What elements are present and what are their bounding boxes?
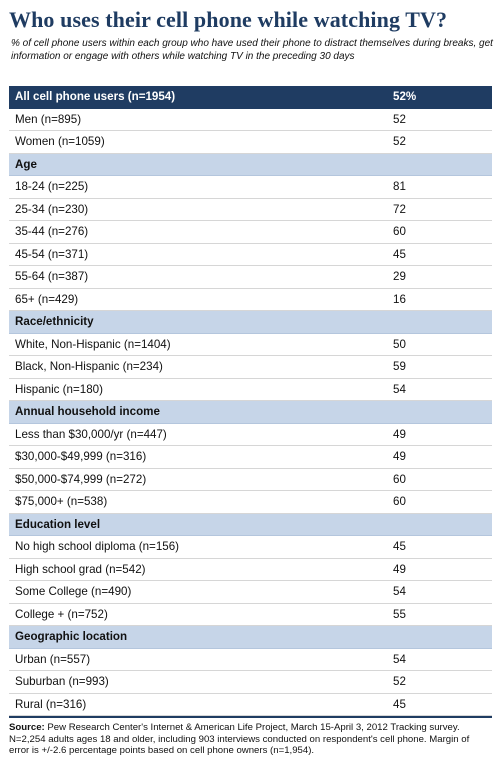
source-note: Source: Pew Research Center's Internet &… — [9, 716, 492, 757]
row-label: 35-44 (n=276) — [15, 225, 89, 238]
table-row: Hispanic (n=180) 54 — [9, 379, 492, 401]
row-label: Some College (n=490) — [15, 585, 132, 598]
table-row: Women (n=1059) 52 — [9, 131, 492, 154]
table-total-row: All cell phone users (n=1954) 52% — [9, 86, 492, 109]
table-row: 25-34 (n=230) 72 — [9, 199, 492, 221]
row-label: 45-54 (n=371) — [15, 247, 89, 261]
row-label: 18-24 (n=225) — [15, 180, 89, 193]
data-table: All cell phone users (n=1954) 52% Men (n=8… — [9, 86, 492, 716]
row-label: $30,000-$49,999 (n=316) — [15, 450, 147, 463]
row-value: 45 — [393, 697, 406, 711]
row-value: 45 — [393, 247, 406, 261]
row-label: Women (n=1059) — [15, 135, 105, 148]
chart-subtitle: % of cell phone users within each group … — [11, 38, 493, 62]
row-label: Hispanic (n=180) — [15, 382, 103, 396]
table-section-header: Race/ethnicity — [9, 311, 492, 334]
row-label: Men (n=895) — [15, 112, 82, 126]
row-label: All cell phone users (n=1954) — [15, 90, 176, 103]
row-label: Less than $30,000/yr (n=447) — [15, 427, 167, 441]
row-value: 16 — [393, 292, 406, 306]
row-value: 60 — [393, 472, 406, 486]
row-label: Age — [15, 157, 37, 171]
row-value: 52 — [393, 675, 406, 688]
table-row: 35-44 (n=276) 60 — [9, 221, 492, 244]
table-row: Rural (n=316) 45 — [9, 694, 492, 716]
row-value: 55 — [393, 607, 406, 621]
row-value: 54 — [393, 652, 406, 666]
table-row: Suburban (n=993) 52 — [9, 671, 492, 694]
table-row: 65+ (n=429) 16 — [9, 289, 492, 311]
row-value: 50 — [393, 337, 406, 351]
row-label: Suburban (n=993) — [15, 675, 109, 688]
table-row: Urban (n=557) 54 — [9, 649, 492, 671]
source-label: Source: — [9, 722, 45, 733]
row-label: Black, Non-Hispanic (n=234) — [15, 360, 163, 373]
table-row: No high school diploma (n=156) 45 — [9, 536, 492, 559]
table-row: 55-64 (n=387) 29 — [9, 266, 492, 289]
chart-title: Who uses their cell phone while watching… — [9, 7, 448, 32]
row-value: 45 — [393, 540, 406, 553]
row-label: Race/ethnicity — [15, 315, 94, 328]
table-section-header: Geographic location — [9, 626, 492, 649]
row-label: White, Non-Hispanic (n=1404) — [15, 337, 171, 351]
table-section-header: Annual household income — [9, 401, 492, 424]
row-label: Geographic location — [15, 630, 128, 643]
table-row: Black, Non-Hispanic (n=234) 59 — [9, 356, 492, 379]
row-value: 81 — [393, 180, 406, 193]
row-value: 60 — [393, 225, 406, 238]
row-value: 54 — [393, 585, 406, 598]
row-label: High school grad (n=542) — [15, 562, 146, 576]
table-row: Less than $30,000/yr (n=447) 49 — [9, 424, 492, 446]
table-section-header: Age — [9, 153, 492, 176]
row-label: $75,000+ (n=538) — [15, 495, 108, 508]
row-value: 52 — [393, 112, 406, 126]
row-label: $50,000-$74,999 (n=272) — [15, 472, 147, 486]
table-row: $50,000-$74,999 (n=272) 60 — [9, 469, 492, 491]
row-value: 49 — [393, 562, 406, 576]
row-value: 52% — [393, 90, 417, 103]
table-row: $75,000+ (n=538) 60 — [9, 491, 492, 514]
row-label: Education level — [15, 517, 101, 531]
row-value: 49 — [393, 427, 406, 441]
row-value: 60 — [393, 495, 406, 508]
row-value: 72 — [393, 202, 406, 216]
row-value: 49 — [393, 450, 406, 463]
row-value: 29 — [393, 270, 406, 283]
table-row: White, Non-Hispanic (n=1404) 50 — [9, 334, 492, 356]
row-value: 54 — [393, 382, 406, 396]
row-label: Urban (n=557) — [15, 652, 91, 666]
row-label: Annual household income — [15, 405, 160, 418]
source-text: Pew Research Center's Internet & America… — [9, 722, 470, 757]
table-row: 18-24 (n=225) 81 — [9, 176, 492, 199]
row-label: 55-64 (n=387) — [15, 270, 89, 283]
row-label: 25-34 (n=230) — [15, 202, 89, 216]
table-row: 45-54 (n=371) 45 — [9, 244, 492, 266]
table-row: College + (n=752) 55 — [9, 604, 492, 626]
row-label: 65+ (n=429) — [15, 292, 79, 306]
row-label: No high school diploma (n=156) — [15, 540, 180, 553]
table-section-header: Education level — [9, 513, 492, 536]
table-row: Some College (n=490) 54 — [9, 581, 492, 604]
row-value: 52 — [393, 135, 406, 148]
row-label: Rural (n=316) — [15, 697, 87, 711]
table-row: Men (n=895) 52 — [9, 109, 492, 131]
table-row: High school grad (n=542) 49 — [9, 559, 492, 581]
row-label: College + (n=752) — [15, 607, 108, 621]
row-value: 59 — [393, 360, 406, 373]
table-row: $30,000-$49,999 (n=316) 49 — [9, 446, 492, 469]
